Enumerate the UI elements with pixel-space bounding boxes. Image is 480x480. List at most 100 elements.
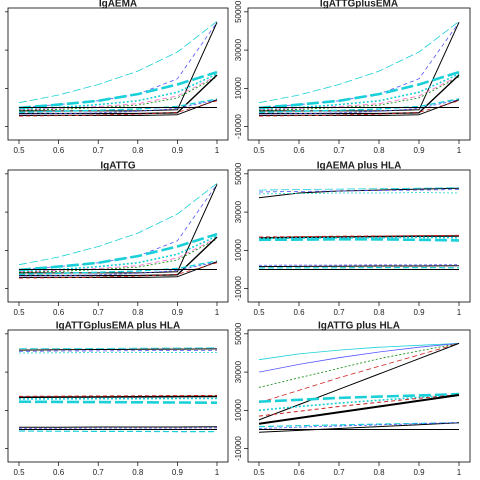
plot-frame [7,7,229,141]
series-line [258,75,460,111]
x-tick-label: 0.5 [253,468,265,477]
y-tick-label: -10000 [234,276,243,301]
y-tick-label: 30000 [234,38,243,61]
series-line [258,392,460,403]
series-line [258,394,460,417]
panel-title: IgATTGplusEMA plus HLA [56,321,180,332]
series-group [258,187,460,270]
series-line [258,192,460,195]
x-tick-label: 1 [215,146,220,155]
plot-frame [247,169,471,303]
y-tick-label: 10000 [234,77,243,100]
x-tick-label: 0.9 [413,468,425,477]
x-tick-label: 0.5 [13,308,25,317]
plot-frame [7,329,229,463]
series-line [258,343,460,404]
series-group [18,347,218,433]
chart-panel: IgATTG plus HLA 0.5 0.6 0.7 0.8 0.9 1 -10000 100… [234,321,471,477]
plot-frame [247,7,471,141]
series-group [18,21,218,117]
series-line [258,343,460,361]
plot-frame [7,169,229,303]
x-tick-label: 1 [215,468,220,477]
chart-panel: IgATTGplusEMA 0.5 0.6 0.7 0.8 0.9 1 -10000 10000… [234,0,471,155]
series-line [18,430,217,433]
x-tick-label: 0.8 [132,146,144,155]
series-line [258,189,460,193]
series-line [18,238,218,273]
series-line [258,21,460,104]
chart-panel: IgATTGplusEMA plus HLA 0.5 0.6 0.7 0.8 0.9 1 [5,321,229,477]
panel-title: IgATTGplusEMA [320,0,398,10]
panel-title: IgATTG [100,161,136,172]
series-group [258,21,460,117]
chart-panel: IgAEMA 0.5 0.6 0.7 0.8 0.9 1 [5,0,229,155]
y-tick-label: -10000 [234,436,243,461]
x-tick-label: 0.6 [293,146,305,155]
x-tick-label: 0.9 [413,308,425,317]
y-tick-label: 50000 [234,162,243,185]
series-line [258,422,460,433]
series-line [258,265,460,268]
x-tick-label: 0.8 [373,308,385,317]
series-line [258,422,460,429]
x-tick-label: 0.8 [132,308,144,317]
series-line [18,349,218,352]
x-tick-label: 0.6 [53,308,65,317]
series-line [18,183,218,266]
series-line [18,100,218,117]
series-line [18,98,218,113]
panel-title: IgAEMA plus HLA [317,161,402,172]
series-group [258,342,460,433]
panel-title: IgAEMA [99,0,137,10]
x-tick-label: 1 [457,308,462,317]
series-line [258,236,460,240]
x-tick-label: 0.9 [172,468,184,477]
series-line [258,76,460,111]
x-tick-label: 0.8 [373,468,385,477]
series-line [18,262,218,279]
series-line [258,343,460,373]
series-line [258,394,460,412]
y-tick-label: 30000 [234,360,243,383]
x-tick-label: 0.5 [253,308,265,317]
series-line [18,400,218,404]
plot-frame [247,329,471,463]
series-line [258,100,460,117]
x-tick-label: 0.7 [93,468,105,477]
x-tick-label: 0.7 [333,146,345,155]
series-line [18,99,218,115]
x-tick-label: 1 [215,308,220,317]
series-line [258,234,460,238]
series-line [18,347,218,350]
chart-panel: IgATTG 0.5 0.6 0.7 0.8 0.9 1 [5,161,229,317]
x-tick-label: 1 [457,468,462,477]
x-tick-label: 0.8 [373,146,385,155]
series-line [258,238,460,242]
series-line [18,70,218,110]
series-line [19,261,218,278]
series-line [18,351,217,354]
series-line [18,395,218,399]
series-line [18,261,218,277]
series-line [18,75,218,111]
series-line [18,21,218,104]
series-line [258,187,460,191]
x-tick-label: 0.7 [333,468,345,477]
x-tick-label: 0.6 [53,146,65,155]
x-tick-label: 0.9 [172,308,184,317]
panel-title: IgATTG plus HLA [318,321,400,332]
series-line [258,99,460,115]
y-tick-label: 50000 [234,0,243,23]
y-tick-label: -10000 [234,114,243,139]
x-tick-label: 0.7 [93,308,105,317]
x-tick-label: 0.5 [13,468,25,477]
y-tick-label: 50000 [234,322,243,345]
x-tick-label: 0.9 [172,146,184,155]
series-line [258,98,460,113]
x-tick-label: 0.6 [293,308,305,317]
x-tick-label: 0.5 [13,146,25,155]
series-line [18,237,218,273]
series-line [19,22,218,112]
